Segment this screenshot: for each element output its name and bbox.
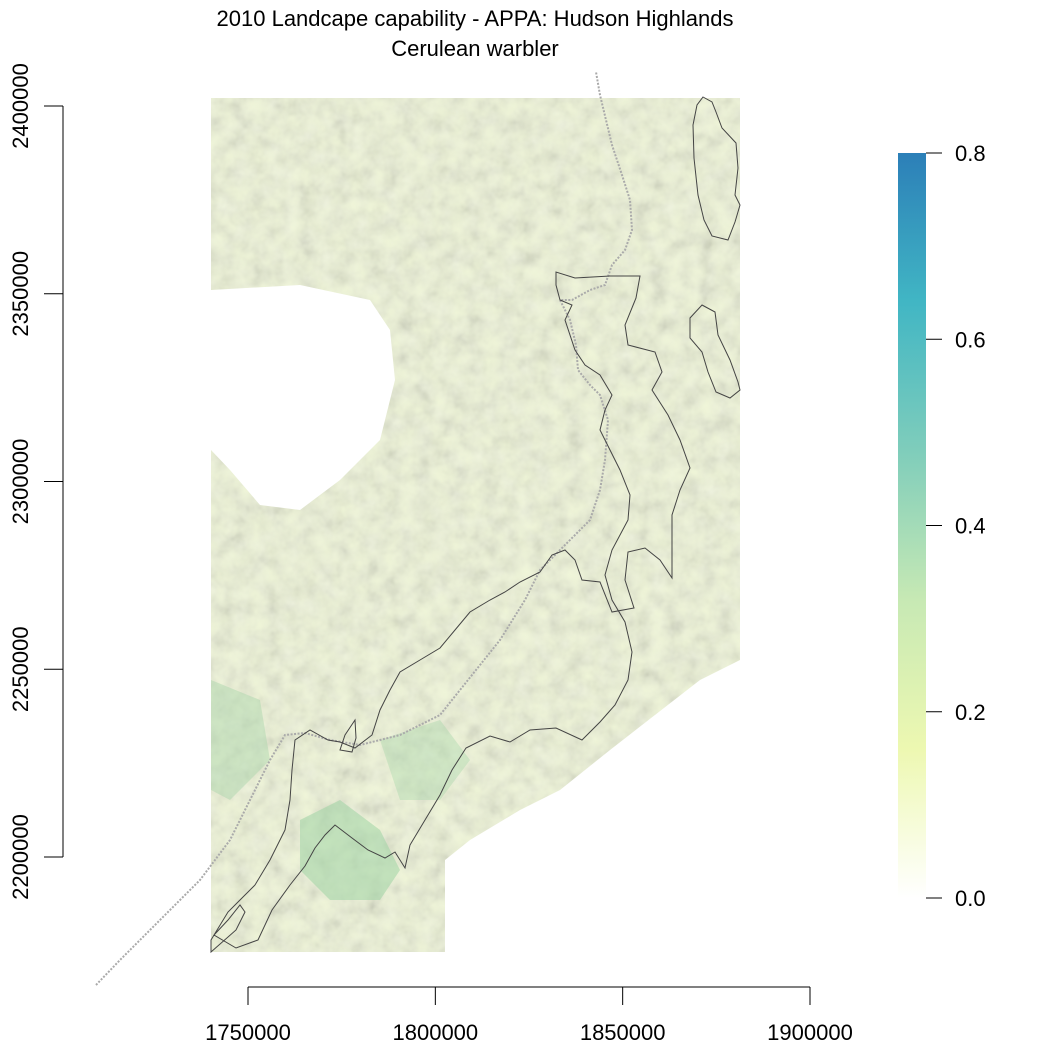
chart-subtitle: Cerulean warbler — [391, 36, 559, 61]
raster-nodata-area — [211, 285, 395, 510]
colorbar-bar — [898, 153, 926, 898]
chart-title: 2010 Landcape capability - APPA: Hudson … — [216, 6, 734, 31]
y-axis: 2200000 2250000 2300000 2350000 2400000 — [8, 63, 64, 900]
y-tick-label: 2300000 — [8, 439, 33, 525]
raster-layer — [211, 98, 740, 952]
y-tick-label: 2350000 — [8, 251, 33, 337]
y-tick-label: 2200000 — [8, 814, 33, 900]
colorbar-tick-label: 0.8 — [955, 141, 986, 166]
high-capability-patch — [211, 680, 270, 800]
colorbar-tick-label: 0.6 — [955, 327, 986, 352]
colorbar-tick-label: 0.0 — [955, 886, 986, 911]
x-tick-label: 1800000 — [393, 1020, 479, 1045]
colorbar-tick-label: 0.2 — [955, 700, 986, 725]
state-boundary-line — [95, 71, 634, 986]
appa-boundaries — [210, 96, 741, 954]
x-tick-label: 1900000 — [767, 1020, 853, 1045]
appa-boundary-east — [689, 304, 741, 399]
colorbar: 0.0 0.2 0.4 0.6 0.8 — [898, 141, 986, 911]
x-tick-label: 1850000 — [580, 1020, 666, 1045]
x-tick-label: 1750000 — [205, 1020, 291, 1045]
y-tick-label: 2250000 — [8, 626, 33, 712]
x-axis: 1750000 1800000 1850000 1900000 — [205, 986, 853, 1045]
appa-boundary-north-east — [692, 96, 741, 241]
high-capability-patch — [300, 800, 400, 900]
colorbar-tick-label: 0.4 — [955, 514, 986, 539]
appa-boundary-main — [210, 271, 691, 954]
appa-boundary-inlet — [339, 718, 357, 753]
y-tick-label: 2400000 — [8, 63, 33, 149]
raster-speckle — [211, 98, 740, 952]
